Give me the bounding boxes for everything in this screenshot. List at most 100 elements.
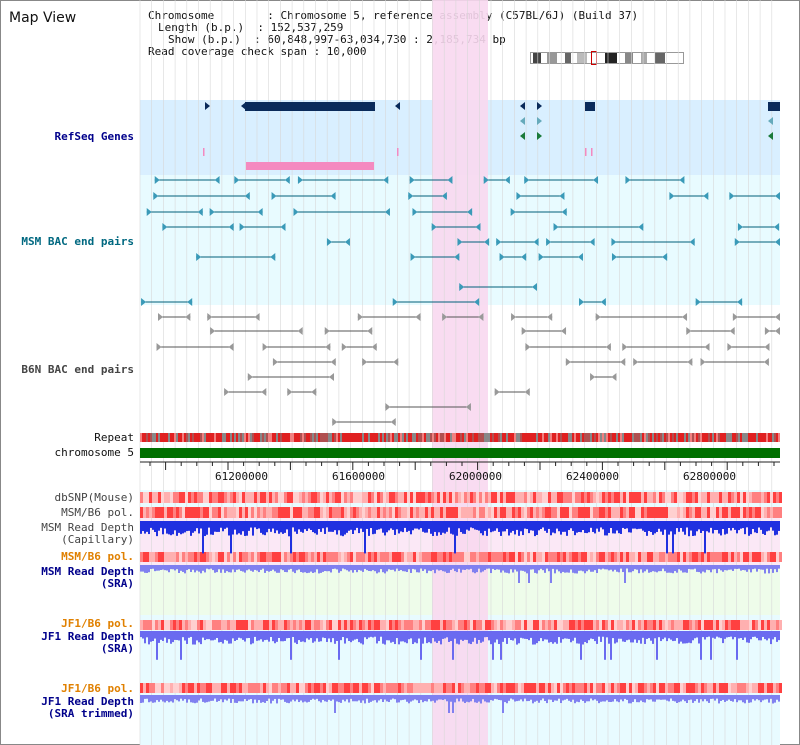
b6n-bac-end [311,388,317,396]
jf1-b6-pol-trim-cell [716,683,719,693]
repeat-block [392,433,394,442]
msm-read-depth-sra-label[interactable]: MSM Read Depth (SRA) [41,566,134,590]
msm-b6-pol-cell [536,507,539,518]
msm-read-depth-capillary-label[interactable]: MSM Read Depth (Capillary) [41,522,134,546]
jf1-b6-pol-trim-cell [434,683,437,693]
jf1-b6-pol-trim-cell [683,683,686,693]
jf1-b6-pol-trim-label[interactable]: JF1/B6 pol. [61,682,134,695]
msm-depth-capillary-bar [590,521,592,528]
msm-bac-end [408,192,414,200]
repeat-block [196,433,198,442]
msm-depth-capillary-bar [452,521,454,535]
jf1-b6-pol-trim-cell [623,683,626,693]
jf1-b6-pol-trim-cell [617,683,620,693]
jf1-b6-pol-trim-cell [572,683,575,693]
jf1-depth-sra-bar [730,631,732,637]
jf1-depth-trim-bar [392,695,394,699]
msm-depth-sra-bar [728,565,730,570]
dbsnp-heat-cell [623,492,626,503]
jf1-depth-trim-bar [606,695,608,701]
jf1-b6-pol-trim-cell [725,683,728,693]
dbsnp-heat-cell [182,492,185,503]
dbsnp-heat-cell [326,492,329,503]
jf1-depth-sra-bar [332,631,334,639]
dbsnp-heat-cell [677,492,680,503]
repeat-block [498,433,500,442]
msm-b6-pol-sra-cell [752,552,755,562]
b6n-bac-end-pairs-label[interactable]: B6N BAC end pairs [21,363,134,376]
jf1-depth-trim-bar [286,695,288,703]
msm-depth-capillary-bar [682,521,684,532]
jf1-depth-trim-bar [390,695,392,700]
jf1-b6-pol-trim-cell [290,683,293,693]
jf1-depth-trim-bar [772,695,774,704]
msm-b6-pol-sra-label[interactable]: MSM/B6 pol. [61,550,134,563]
msm-depth-sra-bar [140,565,142,572]
dbsnp-heat-cell [503,492,506,503]
msm-depth-sra-bar [314,565,316,573]
repeat-block [560,433,562,442]
msm-b6-pol-cell [749,507,752,518]
refseq-gene-arrow [205,102,210,110]
jf1-b6-pol-label[interactable]: JF1/B6 pol. [61,617,134,630]
chromosome-ideogram[interactable] [530,51,684,65]
jf1-b6-pol-trim-cell [731,683,734,693]
refseq-gene-arrow [537,102,542,110]
repeat-block [600,433,602,442]
msm-b6-pol-cell [431,507,434,518]
msm-b6-pol-cell [779,507,782,518]
repeat-block [228,433,230,442]
repeat-block [326,433,328,442]
jf1-read-depth-sra-label[interactable]: JF1 Read Depth (SRA) [41,631,134,655]
jf1-b6-pol-trim-cell [557,683,560,693]
dbsnp-heat-cell [290,492,293,503]
msm-depth-sra-bar [304,565,306,573]
msm-bac-end-pairs-label[interactable]: MSM BAC end pairs [21,235,134,248]
msm-depth-sra-bar [586,565,588,572]
msm-depth-sra-bar [248,565,250,570]
msm-depth-capillary-bar [494,521,496,531]
repeat-block [150,433,152,442]
dbsnp-label[interactable]: dbSNP(Mouse) [54,491,134,504]
msm-depth-capillary-bar [352,521,354,534]
repeat-block [404,433,406,442]
repeat-block [222,433,224,442]
jf1-depth-trim-bar [564,695,566,700]
jf1-depth-sra-bar [186,631,188,644]
jf1-depth-trim-bar [384,695,386,700]
refseq-genes-label[interactable]: RefSeq Genes [54,130,134,143]
msm-depth-capillary-bar [288,521,290,537]
msm-b6-pol-sra-cell [542,552,545,562]
jf1-depth-sra-bar [218,631,220,643]
msm-b6-pol-cell [491,507,494,518]
repeat-block [206,433,208,442]
repeat-block [432,433,434,442]
jf1-depth-sra-bar [648,631,650,639]
jf1-b6-pol-cell [395,620,398,630]
jf1-b6-pol-cell [209,620,212,630]
jf1-depth-trim-bar [154,695,156,703]
msm-depth-sra-bar [386,565,388,572]
jf1-depth-sra-bar [486,631,488,638]
msm-depth-capillary-bar [414,521,416,529]
msm-depth-capillary-bar [558,521,560,532]
jf1-depth-sra-bar [238,631,240,638]
jf1-b6-pol-trim-cell [317,683,320,693]
repeat-block [292,433,294,442]
jf1-depth-sra-bar [632,631,634,643]
jf1-b6-pol-trim-cell [680,683,683,693]
msm-depth-sra-bar [766,565,768,569]
jf1-depth-sra-bar [230,631,232,644]
jf1-b6-pol-cell [293,620,296,630]
msm-depth-sra-bar [692,565,694,570]
dbsnp-heat-cell [740,492,743,503]
jf1-depth-trim-bar [676,695,678,703]
msm-depth-capillary-bar [744,521,746,535]
jf1-read-depth-trimmed-label[interactable]: JF1 Read Depth (SRA trimmed) [41,696,134,720]
msm-depth-capillary-bar [728,521,730,528]
b6n-bac-end [385,403,391,411]
msm-depth-capillary-bar [596,521,598,529]
msm-b6-pol-label[interactable]: MSM/B6 pol. [61,506,134,519]
msm-depth-capillary-bar [664,521,666,530]
